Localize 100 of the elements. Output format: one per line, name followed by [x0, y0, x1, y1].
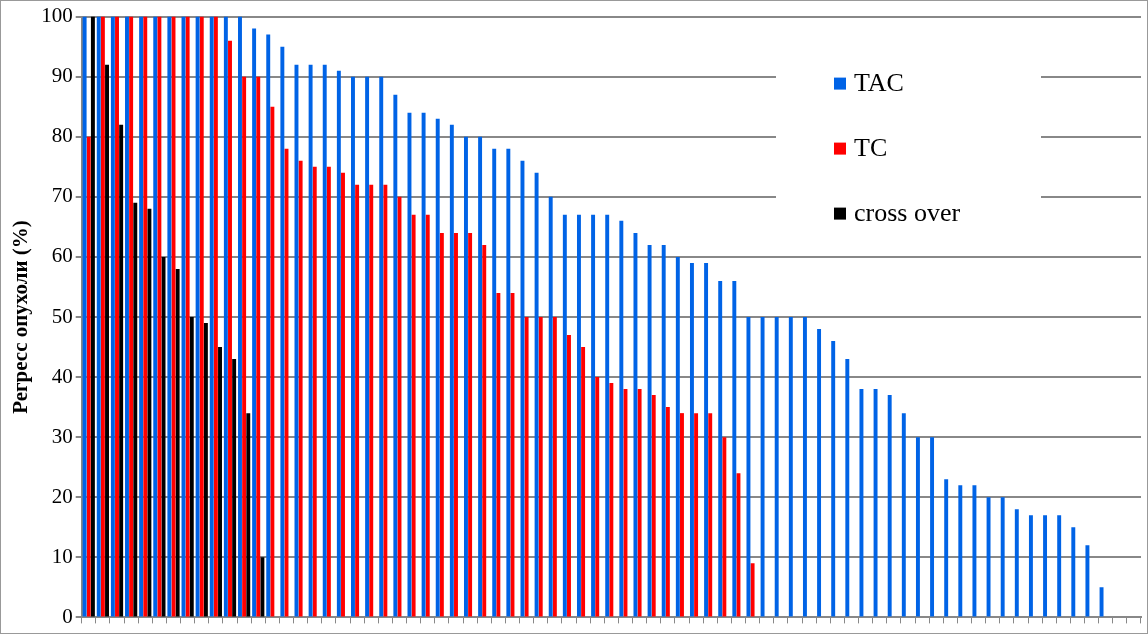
bar — [901, 413, 906, 617]
y-tick-label: 70 — [51, 183, 73, 208]
bar — [195, 16, 200, 617]
bar — [605, 214, 610, 617]
y-tick-label: 100 — [41, 3, 73, 28]
bar — [736, 473, 741, 617]
bar — [680, 413, 684, 617]
bar — [143, 16, 148, 617]
bar — [478, 136, 483, 617]
bar — [464, 136, 468, 617]
bar — [308, 64, 313, 617]
bar — [266, 34, 271, 617]
bar — [365, 76, 370, 617]
bar — [246, 413, 251, 617]
bar — [341, 172, 345, 617]
bar — [270, 106, 275, 617]
bar — [845, 359, 850, 617]
bar — [1043, 515, 1048, 617]
bar — [887, 395, 892, 617]
bar — [831, 341, 836, 617]
bar — [115, 16, 119, 617]
bar — [520, 160, 525, 617]
bar — [298, 160, 303, 617]
bar — [110, 16, 115, 617]
bar — [665, 407, 670, 617]
y-tick-label: 90 — [51, 63, 73, 88]
bar — [203, 323, 208, 617]
bar — [435, 118, 440, 617]
bar — [238, 16, 242, 617]
bar — [694, 413, 699, 617]
y-axis-title: Регресс опухоли (%) — [8, 220, 33, 414]
bar — [567, 335, 571, 617]
bar — [944, 479, 949, 617]
bar — [873, 389, 878, 617]
legend-label: TC — [854, 133, 888, 163]
bar — [322, 64, 327, 617]
bar — [312, 166, 317, 617]
bar — [199, 16, 204, 617]
bar — [252, 28, 257, 617]
bar — [750, 563, 755, 617]
bar — [1071, 527, 1076, 617]
bar — [760, 317, 765, 617]
bar — [675, 256, 680, 617]
bar — [496, 292, 501, 617]
bar — [774, 317, 779, 617]
bar — [185, 16, 190, 617]
bar — [689, 262, 694, 617]
bar — [379, 76, 384, 617]
bar — [336, 70, 341, 617]
bar — [209, 16, 214, 617]
bar — [581, 347, 586, 617]
bar — [562, 214, 567, 617]
bar — [986, 497, 991, 617]
bar — [242, 76, 247, 617]
bar — [260, 557, 265, 617]
y-tick-label: 10 — [51, 543, 73, 568]
bar — [538, 317, 543, 617]
y-tick-label: 40 — [51, 363, 73, 388]
bar — [100, 16, 105, 617]
bar — [232, 359, 237, 617]
bar — [548, 196, 553, 617]
bar — [1099, 587, 1104, 617]
bar — [167, 16, 172, 617]
bar — [454, 232, 458, 617]
bar — [213, 16, 218, 617]
bar — [718, 280, 723, 617]
bar — [651, 395, 656, 617]
bar — [393, 94, 398, 617]
bar — [1000, 497, 1005, 617]
bar — [930, 437, 935, 617]
bar — [439, 232, 444, 617]
bar — [647, 244, 652, 617]
bar — [157, 16, 162, 617]
y-tick-label: 20 — [51, 483, 73, 508]
bar — [746, 317, 751, 617]
bar — [704, 262, 709, 617]
bar — [506, 148, 511, 617]
bar — [609, 383, 614, 617]
bar — [411, 214, 416, 617]
bar — [228, 40, 232, 617]
bar — [619, 220, 624, 617]
bar — [280, 46, 285, 617]
bar — [576, 214, 581, 617]
bar — [90, 16, 95, 617]
bar — [524, 317, 529, 617]
bar — [1028, 515, 1033, 617]
bar — [1085, 545, 1090, 617]
bar — [633, 232, 638, 617]
bar — [425, 214, 430, 617]
bar — [552, 317, 557, 617]
bar — [153, 16, 158, 617]
bar — [351, 76, 355, 617]
bar — [139, 16, 144, 617]
bar — [223, 16, 228, 617]
y-tick-label: 30 — [51, 423, 73, 448]
bar — [133, 202, 138, 617]
bar — [595, 377, 600, 617]
bar — [105, 64, 109, 617]
bar — [449, 124, 454, 617]
bar — [189, 317, 194, 617]
